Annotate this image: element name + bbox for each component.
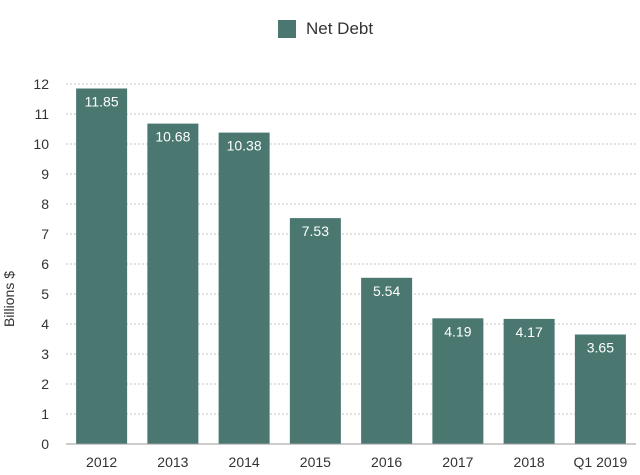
y-tick-label: 2 xyxy=(41,376,49,392)
bar xyxy=(432,318,484,444)
y-tick-label: 7 xyxy=(41,226,49,242)
y-tick-label: 3 xyxy=(41,346,49,362)
y-tick-label: 0 xyxy=(41,436,49,452)
x-tick-label: 2017 xyxy=(442,454,473,470)
x-tick-label: 2012 xyxy=(86,454,117,470)
bar-value-label: 7.53 xyxy=(302,223,329,239)
bar xyxy=(218,132,270,444)
bar xyxy=(361,277,413,444)
y-axis-label: Billions $ xyxy=(1,271,17,327)
bar-value-label: 10.68 xyxy=(155,129,190,145)
y-tick-label: 6 xyxy=(41,256,49,272)
x-tick-label: 2013 xyxy=(157,454,188,470)
bar-value-label: 4.19 xyxy=(444,323,471,339)
bar-value-label: 11.85 xyxy=(85,94,119,110)
y-tick-label: 4 xyxy=(41,316,49,332)
bar xyxy=(289,218,341,444)
x-tick-label: 2016 xyxy=(371,454,402,470)
bar xyxy=(76,88,128,444)
y-tick-label: 9 xyxy=(41,166,49,182)
y-tick-label: 10 xyxy=(33,136,49,152)
y-tick-label: 1 xyxy=(41,406,49,422)
y-tick-label: 12 xyxy=(33,76,49,92)
x-tick-label: 2014 xyxy=(229,454,260,470)
y-tick-label: 8 xyxy=(41,196,49,212)
bar-value-label: 10.38 xyxy=(227,138,262,154)
legend-label: Net Debt xyxy=(306,19,374,38)
legend-swatch xyxy=(278,20,296,38)
y-tick-label: 11 xyxy=(34,106,49,122)
legend: Net Debt xyxy=(278,18,373,40)
x-tick-label: Q1 2019 xyxy=(574,454,628,470)
bar-value-label: 3.65 xyxy=(587,340,614,356)
y-tick-label: 5 xyxy=(41,286,49,302)
x-tick-label: 2015 xyxy=(300,454,331,470)
bars: 11.85 10.68 10.38 7.53 5.54 4.19 4.17 3.65 xyxy=(76,88,626,444)
bar xyxy=(503,318,555,444)
bar xyxy=(147,123,199,444)
bar-value-label: 5.54 xyxy=(373,283,400,299)
gridlines xyxy=(66,83,636,415)
bar xyxy=(574,334,626,444)
x-axis-ticks: 2012 2013 2014 2015 2016 2017 2018 Q1 2019 xyxy=(86,454,627,470)
x-tick-label: 2018 xyxy=(514,454,545,470)
bar-value-label: 4.17 xyxy=(516,324,543,340)
